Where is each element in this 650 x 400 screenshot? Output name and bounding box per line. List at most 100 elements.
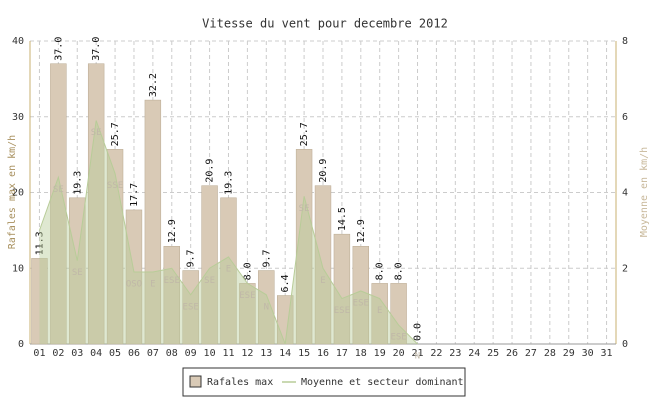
direction-label: SE (72, 268, 83, 278)
x-tick-label: 14 (279, 348, 291, 359)
x-tick-label: 04 (90, 348, 102, 359)
x-tick-label: 10 (204, 348, 216, 359)
x-tick-label: 23 (449, 348, 461, 359)
data-label: 37.0 (53, 37, 64, 61)
data-label: 19.3 (72, 171, 83, 195)
x-tick-label: 01 (33, 348, 45, 359)
data-label: 19.3 (223, 171, 234, 195)
bar (87, 63, 105, 345)
x-tick-label: 11 (222, 348, 234, 359)
direction-label: E (150, 280, 155, 290)
data-label: 6.4 (280, 274, 291, 292)
data-label: 9.7 (186, 249, 197, 267)
x-tick-label: 30 (582, 348, 594, 359)
legend-box (182, 367, 466, 397)
direction-label: SE (91, 128, 102, 138)
direction-label: ESE (183, 302, 199, 312)
data-label: 12.9 (356, 219, 367, 243)
bar (201, 185, 218, 345)
chart-title: Vitesse du vent pour decembre 2012 (202, 17, 448, 31)
y-axis-label: Rafales max en km/h (7, 135, 18, 249)
y2-tick-label: 0 (622, 339, 628, 350)
bar (371, 283, 388, 345)
x-tick-label: 02 (52, 348, 64, 359)
legend-label: Moyenne et secteur dominant (301, 377, 464, 388)
x-tick-label: 20 (393, 348, 405, 359)
data-label: 8.0 (394, 262, 405, 280)
bar (258, 270, 275, 345)
direction-label: N (264, 302, 269, 312)
y-tick-label: 40 (12, 36, 24, 47)
data-label: 25.7 (110, 122, 121, 146)
x-tick-label: 28 (544, 348, 556, 359)
x-tick-label: 12 (241, 348, 253, 359)
y2-tick-label: 2 (622, 263, 628, 274)
y-tick-label: 30 (12, 112, 24, 123)
direction-label: SSE (107, 181, 123, 191)
direction-label: SE (53, 185, 64, 195)
data-label: 8.0 (242, 262, 253, 280)
x-tick-label: 03 (71, 348, 83, 359)
x-tick-label: 18 (355, 348, 367, 359)
direction-label: ESE (334, 306, 350, 316)
x-tick-label: 17 (336, 348, 348, 359)
bar (314, 185, 332, 345)
bar (220, 197, 237, 345)
y-tick-label: 20 (12, 188, 24, 199)
x-tick-label: 21 (411, 348, 423, 359)
bar (50, 63, 67, 345)
bar (125, 209, 143, 345)
x-tick-label: 26 (506, 348, 518, 359)
bar (31, 258, 48, 345)
x-tick-label: 08 (166, 348, 178, 359)
bar (295, 149, 313, 345)
y2-tick-label: 8 (622, 36, 628, 47)
direction-label: ESE (390, 333, 406, 343)
legend-label: Rafales max (207, 377, 273, 388)
direction-label: ESE (239, 291, 255, 301)
data-label: 37.0 (91, 37, 102, 61)
x-tick-label: 24 (468, 348, 480, 359)
x-tick-label: 16 (317, 348, 329, 359)
direction-label: E (320, 276, 325, 286)
x-tick-label: 25 (487, 348, 499, 359)
y-tick-label: 0 (18, 339, 24, 350)
data-label: 9.7 (261, 249, 272, 267)
y-tick-label: 10 (12, 263, 24, 274)
data-label: 8.0 (375, 262, 386, 280)
x-tick-label: 19 (374, 348, 386, 359)
x-tick-label: 09 (185, 348, 197, 359)
bar (163, 246, 180, 345)
x-tick-label: 22 (430, 348, 442, 359)
data-label: 32.2 (148, 73, 159, 97)
x-tick-label: 06 (128, 348, 140, 359)
x-tick-label: 07 (147, 348, 159, 359)
data-label: 11.3 (34, 231, 45, 255)
x-tick-label: 31 (601, 348, 613, 359)
line (38, 120, 418, 345)
direction-label: SE (204, 276, 215, 286)
data-label: 12.9 (167, 219, 178, 243)
x-tick-label: 29 (563, 348, 575, 359)
x-tick-label: 27 (525, 348, 537, 359)
direction-label: OSO (126, 280, 142, 290)
direction-label: SE (299, 204, 310, 214)
y2-tick-label: 4 (622, 188, 628, 199)
data-label: 17.7 (129, 183, 140, 207)
direction-label: ESE (353, 298, 369, 308)
y2-tick-label: 6 (622, 112, 628, 123)
x-tick-label: 15 (298, 348, 310, 359)
data-label: 20.9 (205, 159, 216, 183)
area (39, 120, 418, 344)
x-tick-label: 13 (260, 348, 272, 359)
data-label: 20.9 (318, 159, 329, 183)
data-label: 0.0 (413, 323, 424, 341)
data-label: 14.5 (337, 207, 348, 231)
bar (106, 149, 124, 345)
direction-label: N (415, 352, 420, 362)
legend-swatch (189, 375, 202, 388)
direction-label: E (377, 306, 382, 316)
x-tick-label: 05 (109, 348, 121, 359)
direction-label: ESE (164, 276, 180, 286)
